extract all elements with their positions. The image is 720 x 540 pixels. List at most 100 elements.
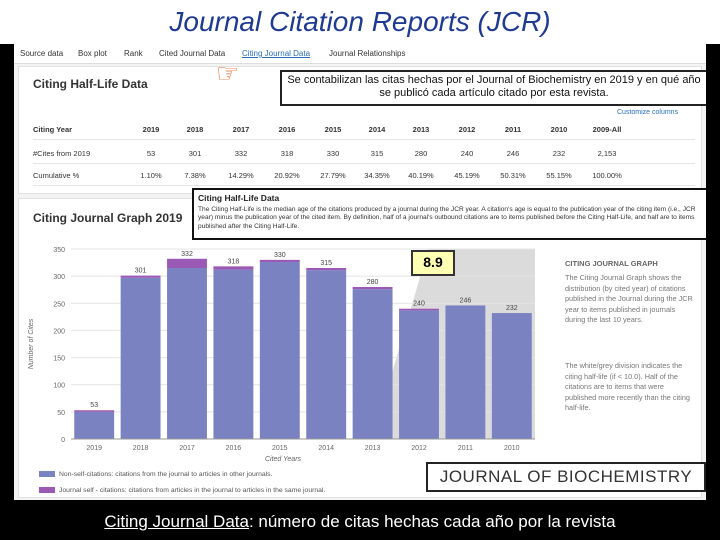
table-header-cell: 2009-All: [592, 125, 622, 134]
table-header-cell: 2010: [550, 125, 568, 134]
bar-value-label: 240: [413, 301, 425, 308]
y-tick-label: 300: [53, 274, 65, 281]
x-axis-title: Cited Years: [265, 456, 302, 463]
bar-self: [306, 268, 347, 271]
legend-non-self: Non-self-citations: citations from the j…: [39, 471, 272, 478]
x-tick-label: 2017: [179, 445, 195, 452]
table-cell: 318: [280, 149, 294, 158]
half-life-value-box: 8.9: [411, 250, 455, 276]
bar-value-label: 315: [320, 260, 332, 267]
bar-non-self: [259, 262, 300, 439]
y-tick-label: 200: [53, 328, 65, 335]
table-header-cell: 2012: [458, 125, 476, 134]
table-header-cell: Citing Year: [33, 125, 73, 134]
table-cell: 280: [414, 149, 428, 158]
x-tick-label: 2016: [226, 445, 242, 452]
legend-label-self: Journal self - citations: citations from…: [59, 487, 326, 494]
legend-label-non-self: Non-self-citations: citations from the j…: [59, 471, 273, 478]
bar-non-self: [167, 268, 207, 439]
table-cell: 50.31%: [500, 171, 526, 180]
x-tick-label: 2015: [272, 445, 288, 452]
bar-value-label: 53: [90, 402, 98, 409]
table-cell: 20.92%: [274, 171, 300, 180]
x-tick-label: 2019: [86, 445, 102, 452]
bar-value-label: 332: [181, 251, 193, 258]
table-cell: 240: [460, 149, 474, 158]
table-row-divider: [33, 163, 695, 164]
tab-journal-relationships[interactable]: Journal Relationships: [329, 49, 406, 58]
bar-self: [399, 308, 439, 311]
x-tick-label: 2013: [365, 445, 381, 452]
table-header-cell: 2016: [278, 125, 296, 134]
y-axis-title: Number of Cites: [28, 318, 35, 369]
sidebar-paragraph-2: The white/grey division indicates the ci…: [565, 361, 690, 413]
table-cell: 246: [506, 149, 520, 158]
bar-self: [120, 275, 161, 278]
bar-non-self: [491, 313, 532, 439]
table-header-cell: 2015: [324, 125, 342, 134]
tab-cited-journal-data[interactable]: Cited Journal Data: [159, 49, 226, 58]
table-cell: 332: [234, 149, 248, 158]
y-tick-label: 0: [61, 437, 65, 444]
tab-rank[interactable]: Rank: [124, 49, 143, 58]
bar-value-label: 301: [135, 268, 147, 275]
customize-columns-link[interactable]: Customize columns: [617, 109, 679, 116]
sidebar-paragraph-1: The Citing Journal Graph shows the distr…: [565, 273, 693, 325]
citing-journal-chart: 0 50 100 150 200 250 300 350 53 2019 301 2018 332 201…: [28, 247, 535, 463]
bar-non-self: [213, 269, 254, 439]
bar-non-self: [120, 277, 161, 439]
table-header-cell: 2011: [504, 125, 522, 134]
table-cell: 34.35%: [364, 171, 390, 180]
tab-citing-journal-data[interactable]: Citing Journal Data: [242, 49, 311, 58]
bar-self: [259, 259, 300, 263]
x-tick-label: 2010: [504, 445, 520, 452]
x-tick-label: 2012: [411, 445, 427, 452]
half-life-card-title: Citing Half-Life Data: [33, 77, 148, 91]
bar-value-label: 232: [506, 305, 518, 312]
graph-card: Citing Journal Graph 2019 0 50 100 150 200 25…: [18, 198, 702, 498]
bar-non-self: [352, 289, 393, 439]
y-tick-label: 350: [53, 247, 65, 254]
x-tick-label: 2014: [318, 445, 334, 452]
table-header-cell: 2018: [186, 125, 204, 134]
table-cell: 14.29%: [228, 171, 254, 180]
x-tick-label: 2018: [133, 445, 149, 452]
slide-footer: Citing Journal Data: número de citas hec…: [0, 504, 720, 540]
y-tick-label: 100: [53, 383, 65, 390]
bar-value-label: 246: [460, 297, 472, 304]
y-tick-label: 50: [57, 410, 65, 417]
table-header-cell: 2019: [142, 125, 160, 134]
legend-swatch-non-self: [39, 471, 55, 478]
bar-value-label: 330: [274, 252, 286, 259]
table-cell: 232: [552, 149, 566, 158]
table-header-cell: 2013: [412, 125, 430, 134]
table-cell: 7.38%: [184, 171, 206, 180]
tab-source-data[interactable]: Source data: [20, 49, 64, 58]
table-cell: 55.15%: [546, 171, 572, 180]
annotation-note: Se contabilizan las citas hechas por el …: [280, 70, 706, 106]
table-row-divider: [33, 185, 695, 186]
table-cell: 27.79%: [320, 171, 346, 180]
table-cell: 330: [326, 149, 340, 158]
bar-self: [213, 266, 254, 270]
y-tick-label: 250: [53, 301, 65, 308]
bar-value-label: 280: [367, 279, 379, 286]
graph-card-title: Citing Journal Graph 2019: [33, 211, 183, 225]
table-cell: 53: [146, 149, 156, 158]
table-row-divider: [33, 139, 695, 140]
footer-text: : número de citas hechas cada año por la…: [248, 512, 616, 531]
pointing-hand-icon: ☞: [216, 58, 240, 88]
popup-text: The Citing Half-Life is the median age o…: [198, 206, 696, 230]
tab-box-plot[interactable]: Box plot: [78, 49, 107, 58]
table-cell: 40.19%: [408, 171, 434, 180]
journal-name-box: JOURNAL OF BIOCHEMISTRY: [426, 462, 706, 492]
bar-non-self: [74, 411, 115, 439]
x-tick-label: 2011: [458, 445, 473, 452]
legend-self: Journal self - citations: citations from…: [39, 487, 325, 494]
table-header-cell: 2017: [232, 125, 250, 134]
bar-value-label: 318: [228, 258, 240, 265]
footer-link: Citing Journal Data: [104, 512, 249, 531]
legend-swatch-self: [39, 487, 55, 494]
sidebar-title: CITING JOURNAL GRAPH: [565, 259, 658, 268]
table-cell: 315: [370, 149, 384, 158]
